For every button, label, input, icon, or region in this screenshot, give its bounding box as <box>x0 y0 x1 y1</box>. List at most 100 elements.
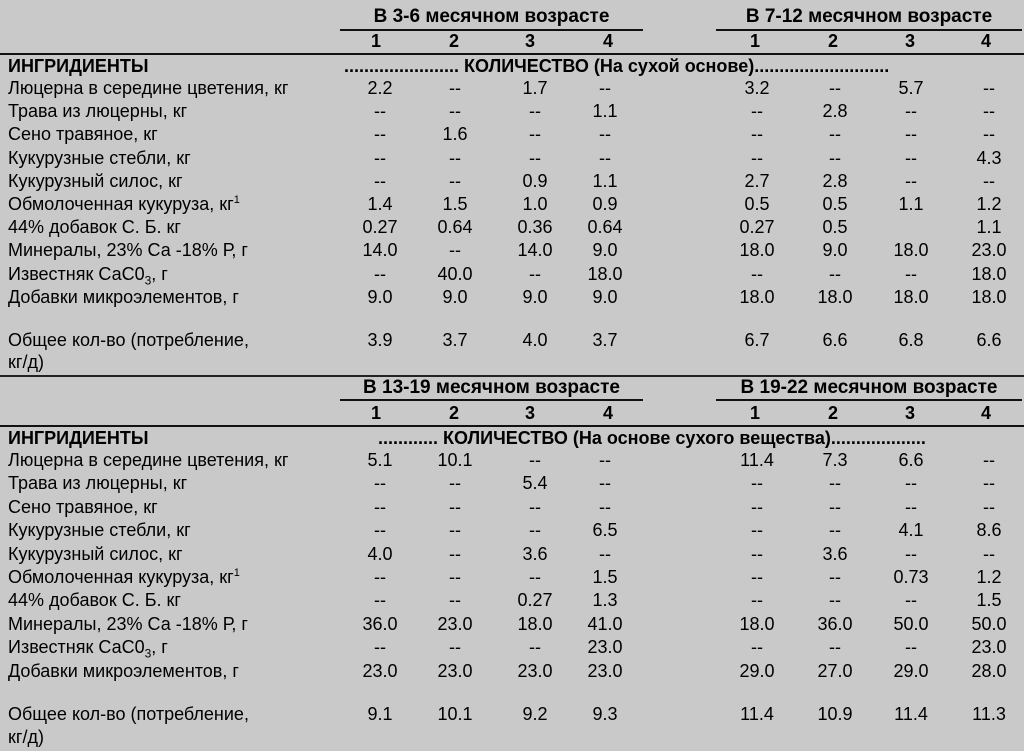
table-row: Кукурузные стебли, кг -- -- -- 6.5 -- -- 4.1 8.6 <box>0 520 1024 544</box>
row-label: 44% добавок С. Б. кг <box>8 590 181 611</box>
table-cell: -- <box>983 450 995 470</box>
table-cell: 1.5 <box>592 567 618 587</box>
total-cell: 10.1 <box>437 704 473 724</box>
table-cell: -- <box>449 147 461 168</box>
table-cell: -- <box>374 496 386 517</box>
table-row: Обмолоченная кукуруза, кг1 -- -- -- 1.5 -- -- 0… <box>0 567 1024 591</box>
table-cell: -- <box>599 496 611 517</box>
table-cell: -- <box>374 147 386 168</box>
table-cell: 23.0 <box>362 660 398 681</box>
table-row: 44% добавок С. Б. кг 0.27 0.64 0.36 0.64 0.27… <box>0 217 1024 241</box>
row-label: Добавки микроэлементов, г <box>8 661 239 682</box>
table-cell: 36.0 <box>817 613 853 634</box>
table-cell: 5.1 <box>367 450 393 470</box>
table-cell: -- <box>829 496 841 517</box>
table-cell: -- <box>905 263 917 284</box>
table-cell: -- <box>829 263 841 284</box>
total-cell: 9.2 <box>522 704 548 724</box>
column-number: 1 <box>370 31 381 51</box>
row-label: Сено травяное, кг <box>8 497 158 518</box>
row-label-text: Люцерна в середине цветения, кг <box>8 78 289 98</box>
table-cell: -- <box>829 147 841 168</box>
table-cell: 40.0 <box>437 263 473 284</box>
table-cell: -- <box>829 637 841 658</box>
table-row: Добавки микроэлементов, г 23.0 23.0 23.0 23.… <box>0 661 1024 685</box>
table-cell: 4.0 <box>367 543 393 564</box>
table-cell: 18.0 <box>739 286 775 307</box>
table-cell: -- <box>449 473 461 494</box>
ingredients-header: ИНГРИДИЕНТЫ <box>8 428 149 448</box>
column-number: 2 <box>827 31 838 51</box>
table-cell: -- <box>751 590 763 611</box>
table-row: Кукурузный силос, кг -- -- 0.9 1.1 2.7 2.8 -- -- <box>0 171 1024 195</box>
table-cell: 1.5 <box>976 590 1002 611</box>
ingredients-header: ИНГРИДИЕНТЫ <box>8 56 149 76</box>
table-cell: 18.0 <box>971 286 1007 307</box>
row-label-text: Минералы, 23% Са -18% Р, г <box>8 240 248 261</box>
header-underline-left <box>340 399 643 401</box>
table-cell: -- <box>599 450 611 470</box>
table-cell: -- <box>449 170 461 191</box>
table-cell: 1.6 <box>442 124 468 145</box>
table-cell: -- <box>529 496 541 517</box>
table-cell: -- <box>529 567 541 587</box>
table-cell: 9.0 <box>822 240 848 261</box>
table-cell: -- <box>829 520 841 541</box>
row-label: Люцерна в середине цветения, кг <box>8 78 288 99</box>
table-cell: -- <box>751 496 763 517</box>
table-cell: -- <box>449 590 461 611</box>
age-header-right: В 7-12 месячном возрасте <box>745 6 993 27</box>
table-cell: -- <box>529 124 541 145</box>
table-row: Кукурузный силос, кг 4.0 -- 3.6 -- -- 3.6 -- -- <box>0 544 1024 568</box>
table-cell: 23.0 <box>437 660 473 681</box>
table-cell: -- <box>449 543 461 564</box>
column-number: 2 <box>448 31 459 51</box>
table-cell: 0.5 <box>822 194 848 214</box>
row-label-text: Трава из люцерны, кг <box>8 101 188 122</box>
table-cell: -- <box>449 78 461 98</box>
table-cell: 36.0 <box>362 613 398 634</box>
table-cell: -- <box>905 124 917 145</box>
table-cell: -- <box>829 473 841 494</box>
row-label-text: , г <box>151 263 168 284</box>
table-cell: 14.0 <box>362 240 398 261</box>
table-cell: 9.0 <box>367 286 393 307</box>
table-cell: 4.1 <box>898 520 924 541</box>
table-cell: 23.0 <box>971 240 1007 261</box>
table-cell: -- <box>529 263 541 284</box>
table-cell: -- <box>374 170 386 191</box>
table-cell: 2.2 <box>367 78 393 98</box>
table-cell: 18.0 <box>739 613 775 634</box>
table-cell: 1.5 <box>442 194 468 214</box>
column-number: 1 <box>749 31 760 51</box>
quantity-header: ............ КОЛИЧЕСТВО (На основе сухог… <box>378 428 926 448</box>
table-cell: -- <box>449 567 461 587</box>
total-cell: 4.0 <box>522 330 548 350</box>
column-number: 3 <box>524 31 535 51</box>
table-cell: 2.8 <box>822 170 848 191</box>
total-cell: 11.4 <box>894 704 928 724</box>
row-label-text: Известняк СаС0 <box>8 637 145 658</box>
table-cell: -- <box>449 101 461 122</box>
table-cell: -- <box>905 543 917 564</box>
age-header-left: В 3-6 месячном возрасте <box>373 6 610 27</box>
row-label-text: Кукурузный силос, кг <box>8 543 183 564</box>
table-cell: -- <box>529 101 541 122</box>
table-cell: 11.4 <box>740 450 774 470</box>
row-label: Известняк СаС03, г <box>8 637 168 661</box>
row-label: Обмолоченная кукуруза, кг1 <box>8 194 240 215</box>
column-number: 4 <box>602 31 613 51</box>
table-row: Трава из люцерны, кг -- -- 5.4 -- -- -- -- -- <box>0 473 1024 497</box>
table-row: Трава из люцерны, кг -- -- -- 1.1 -- 2.8 -- -- <box>0 101 1024 125</box>
table-cell: -- <box>449 520 461 541</box>
table-cell: -- <box>905 147 917 168</box>
table-cell: 5.4 <box>522 473 548 494</box>
table-cell: 23.0 <box>517 660 553 681</box>
table-cell: 0.64 <box>437 217 473 238</box>
row-label: Кукурузные стебли, кг <box>8 148 191 169</box>
total-cell: 6.6 <box>822 330 848 350</box>
table-cell: 0.9 <box>522 170 548 191</box>
table-cell: 6.6 <box>898 450 924 470</box>
row-label: Трава из люцерны, кг <box>8 101 187 122</box>
table-cell: 50.0 <box>971 613 1007 634</box>
